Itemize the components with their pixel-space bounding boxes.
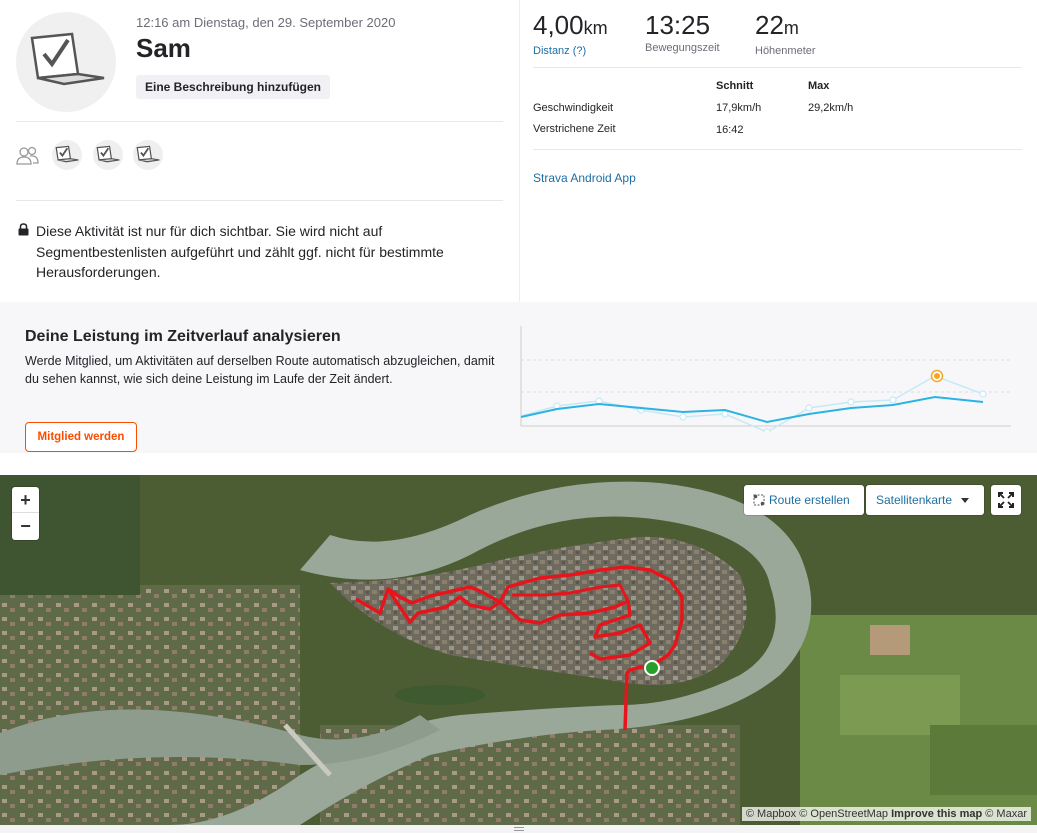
table-header-avg: Schnitt bbox=[716, 80, 754, 92]
elevation-value: 22 bbox=[755, 10, 784, 40]
divider bbox=[533, 149, 1022, 150]
satellite-map-graphic bbox=[0, 475, 1037, 825]
activity-header: 12:16 am Dienstag, den 29. September 202… bbox=[0, 0, 519, 302]
lock-icon bbox=[18, 223, 29, 236]
bottom-strip bbox=[0, 825, 1037, 833]
elevation-label: Höhenmeter bbox=[755, 45, 816, 57]
divider bbox=[16, 121, 503, 122]
chevron-down-icon bbox=[961, 498, 969, 503]
table-cell-max: 29,2km/h bbox=[808, 102, 854, 114]
route-icon bbox=[753, 494, 765, 506]
table-row-label: Verstrichene Zeit bbox=[533, 123, 616, 135]
device-link[interactable]: Strava Android App bbox=[533, 171, 636, 185]
distance-unit: km bbox=[583, 18, 608, 38]
zoom-control: + − bbox=[12, 487, 39, 540]
stat-distance: 4,00km Distanz (?) bbox=[533, 10, 608, 57]
analyze-text: Werde Mitglied, um Aktivitäten auf derse… bbox=[25, 354, 495, 386]
become-member-button[interactable]: Mitglied werden bbox=[25, 422, 137, 452]
activity-map[interactable]: + − Route erstellen Satellitenkarte © Ma… bbox=[0, 475, 1037, 825]
add-description-button[interactable]: Eine Beschreibung hinzufügen bbox=[136, 75, 331, 99]
kudos-avatar-icon[interactable] bbox=[133, 140, 163, 170]
attribution-maxar[interactable]: © Maxar bbox=[985, 808, 1027, 820]
create-route-button[interactable]: Route erstellen bbox=[744, 485, 864, 515]
fullscreen-icon bbox=[998, 492, 1014, 508]
divider bbox=[16, 200, 503, 201]
privacy-notice: Diese Aktivität ist nur für dich sichtba… bbox=[36, 223, 444, 280]
moving-time-label: Bewegungszeit bbox=[645, 42, 720, 54]
table-cell-avg: 16:42 bbox=[716, 124, 744, 136]
performance-trend-graphic bbox=[520, 326, 1011, 432]
attribution-mapbox[interactable]: © Mapbox bbox=[745, 808, 797, 820]
stat-moving-time: 13:25 Bewegungszeit bbox=[645, 10, 720, 54]
moving-time-value: 13:25 bbox=[645, 10, 711, 40]
create-route-label: Route erstellen bbox=[769, 493, 850, 507]
kudos-avatar-icon[interactable] bbox=[52, 140, 82, 170]
analyze-title: Deine Leistung im Zeitverlauf analysiere… bbox=[25, 328, 341, 345]
kudos-row bbox=[16, 140, 216, 172]
zoom-in-button[interactable]: + bbox=[12, 487, 39, 513]
stat-elevation: 22m Höhenmeter bbox=[755, 10, 816, 57]
analyze-section: Deine Leistung im Zeitverlauf analysiere… bbox=[0, 302, 1037, 453]
table-header-max: Max bbox=[808, 80, 830, 92]
distance-value: 4,00 bbox=[533, 10, 584, 40]
table-row-label: Geschwindigkeit bbox=[533, 102, 614, 114]
map-type-dropdown[interactable]: Satellitenkarte bbox=[866, 485, 984, 515]
table-cell-avg: 17,9km/h bbox=[716, 102, 762, 114]
athlete-name[interactable]: Sam bbox=[136, 33, 191, 63]
elevation-unit: m bbox=[783, 18, 799, 38]
activity-stats: 4,00km Distanz (?) 13:25 Bewegungszeit 2… bbox=[519, 0, 1037, 302]
kudos-avatar-icon[interactable] bbox=[93, 140, 123, 170]
distance-label[interactable]: Distanz (?) bbox=[533, 45, 587, 57]
fullscreen-button[interactable] bbox=[991, 485, 1021, 515]
improve-map-link[interactable]: Improve this map bbox=[891, 808, 983, 820]
activity-timestamp: 12:16 am Dienstag, den 29. September 202… bbox=[136, 15, 396, 30]
divider bbox=[533, 67, 1022, 68]
map-type-label: Satellitenkarte bbox=[876, 493, 953, 507]
group-icon[interactable] bbox=[16, 146, 40, 166]
athlete-avatar-icon[interactable] bbox=[16, 12, 116, 112]
start-marker-icon bbox=[644, 660, 660, 676]
attribution-osm[interactable]: © OpenStreetMap bbox=[799, 808, 889, 820]
zoom-out-button[interactable]: − bbox=[20, 516, 31, 536]
map-attribution: © Mapbox © OpenStreetMap Improve this ma… bbox=[741, 807, 1031, 821]
resize-handle-icon[interactable] bbox=[514, 827, 524, 831]
